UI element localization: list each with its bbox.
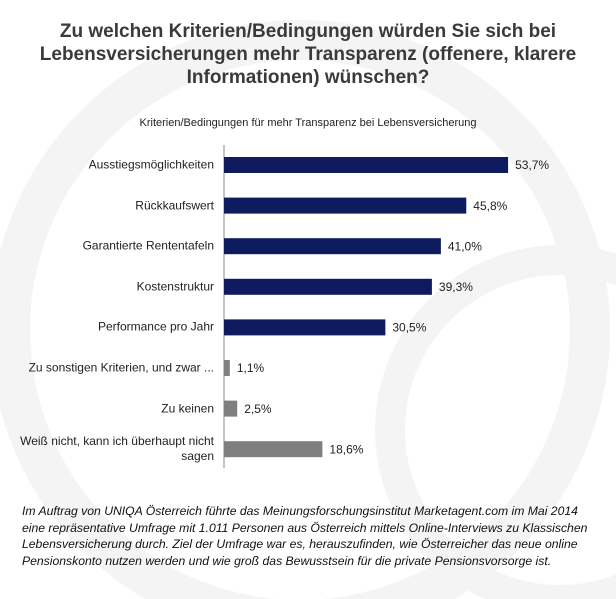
decor-arc (375, 245, 616, 599)
category-label: Zu keinen (161, 401, 214, 416)
category-label: Ausstiegsmöglichkeiten (88, 157, 214, 172)
value-label: 30,5% (392, 321, 426, 335)
value-label: 41,0% (448, 239, 482, 253)
value-label: 18,6% (329, 442, 363, 456)
category-label: Weiß nicht, kann ich überhaupt nicht sag… (20, 434, 214, 464)
footnote: Im Auftrag von UNIQA Österreich führte d… (22, 504, 588, 568)
value-label: 1,1% (237, 361, 265, 375)
value-label: 2,5% (244, 402, 272, 416)
category-label: Performance pro Jahr (97, 319, 214, 334)
chart-title: Zu welchen Kriterien/Bedingungen würden … (39, 21, 577, 88)
bar (224, 360, 230, 376)
bar (224, 197, 467, 214)
bar (224, 441, 323, 458)
bar (224, 278, 432, 295)
bar (224, 319, 386, 336)
bar (224, 400, 238, 417)
category-label: Garantierte Rententafeln (82, 238, 214, 253)
value-label: 53,7% (515, 158, 549, 172)
chart-subtitle: Kriterien/Bedingungen für mehr Transpare… (139, 117, 477, 129)
value-label: 39,3% (439, 280, 473, 294)
bar (224, 238, 441, 255)
category-label: Rückkaufswert (135, 198, 214, 213)
value-label: 45,8% (473, 199, 507, 213)
category-label: Zu sonstigen Kriterien, und zwar ... (28, 360, 214, 375)
bar (224, 157, 509, 173)
decor-arc (0, 20, 610, 599)
category-label: Kostenstruktur (136, 279, 214, 294)
